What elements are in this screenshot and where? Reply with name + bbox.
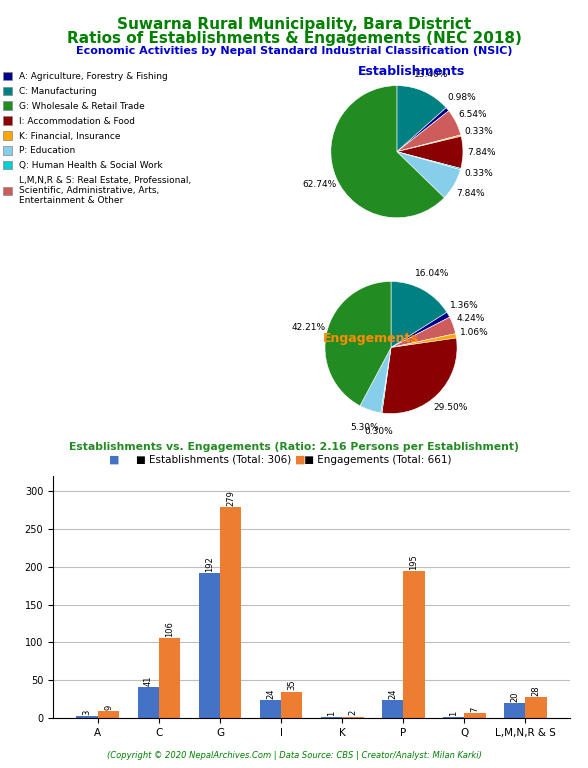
Text: 28: 28 (532, 685, 540, 696)
Text: Economic Activities by Nepal Standard Industrial Classification (NSIC): Economic Activities by Nepal Standard In… (76, 46, 512, 56)
Wedge shape (331, 85, 445, 217)
Text: 0.33%: 0.33% (464, 170, 493, 178)
Wedge shape (397, 108, 449, 152)
Text: (Copyright © 2020 NepalArchives.Com | Data Source: CBS | Creator/Analyst: Milan : (Copyright © 2020 NepalArchives.Com | Da… (106, 751, 482, 760)
Wedge shape (391, 317, 456, 347)
Wedge shape (325, 282, 391, 406)
Wedge shape (397, 111, 461, 152)
Text: Engagements: Engagements (323, 332, 418, 345)
Text: 2: 2 (348, 710, 358, 716)
Wedge shape (397, 136, 463, 168)
Legend: A: Agriculture, Forestry & Fishing, C: Manufacturing, G: Wholesale & Retail Trad: A: Agriculture, Forestry & Fishing, C: M… (1, 70, 193, 207)
Text: 0.30%: 0.30% (364, 427, 393, 435)
Text: 41: 41 (143, 675, 153, 686)
Text: 1: 1 (449, 711, 458, 717)
Bar (342, 717, 363, 718)
Text: 7.84%: 7.84% (467, 148, 496, 157)
Wedge shape (397, 86, 446, 152)
Text: 1.06%: 1.06% (460, 328, 489, 337)
Bar (382, 700, 403, 718)
Text: 62.74%: 62.74% (302, 180, 336, 189)
Text: 0.33%: 0.33% (465, 127, 493, 136)
Text: 42.21%: 42.21% (292, 323, 326, 332)
Wedge shape (360, 347, 391, 412)
Text: 6.54%: 6.54% (458, 110, 487, 118)
Wedge shape (397, 135, 461, 152)
Wedge shape (391, 313, 450, 347)
Text: 0.98%: 0.98% (447, 93, 476, 102)
Text: 4.24%: 4.24% (456, 314, 485, 323)
Text: ■: ■ (109, 455, 120, 465)
Text: 106: 106 (165, 621, 174, 637)
Wedge shape (391, 282, 447, 347)
Text: 3: 3 (83, 710, 92, 715)
Wedge shape (391, 333, 456, 347)
Text: 195: 195 (409, 554, 419, 570)
Text: 24: 24 (388, 688, 397, 699)
Text: 5.30%: 5.30% (350, 423, 379, 432)
Bar (465, 713, 486, 718)
Text: Establishments vs. Engagements (Ratio: 2.16 Persons per Establishment): Establishments vs. Engagements (Ratio: 2… (69, 442, 519, 452)
Text: Suwarna Rural Municipality, Bara District: Suwarna Rural Municipality, Bara Distric… (117, 17, 471, 32)
Bar (199, 573, 220, 718)
Text: 279: 279 (226, 490, 235, 506)
Bar (76, 716, 98, 718)
Text: 1: 1 (327, 711, 336, 717)
Text: Establishments: Establishments (358, 65, 465, 78)
Wedge shape (397, 152, 460, 197)
Text: 20: 20 (510, 691, 519, 702)
Text: 7: 7 (470, 707, 480, 712)
Bar (526, 697, 547, 718)
Text: 16.04%: 16.04% (415, 269, 449, 278)
Bar (403, 571, 425, 718)
Text: 29.50%: 29.50% (434, 402, 468, 412)
Bar (159, 638, 181, 718)
Bar (220, 507, 242, 718)
Text: Ratios of Establishments & Engagements (NEC 2018): Ratios of Establishments & Engagements (… (66, 31, 522, 46)
Bar (98, 711, 119, 718)
Bar (504, 703, 526, 718)
Wedge shape (397, 152, 461, 170)
Text: 24: 24 (266, 688, 275, 699)
Text: 9: 9 (104, 705, 113, 710)
Text: 13.40%: 13.40% (415, 70, 449, 79)
Text: 192: 192 (205, 556, 214, 572)
Wedge shape (382, 338, 457, 413)
Text: 1.36%: 1.36% (450, 301, 479, 310)
Bar (281, 692, 302, 718)
Text: ■ Establishments (Total: 306)    ■ Engagements (Total: 661): ■ Establishments (Total: 306) ■ Engageme… (136, 455, 452, 465)
Text: ■: ■ (295, 455, 305, 465)
Text: 35: 35 (288, 680, 296, 690)
Bar (260, 700, 281, 718)
Text: 7.84%: 7.84% (456, 190, 485, 198)
Wedge shape (380, 347, 391, 413)
Bar (138, 687, 159, 718)
